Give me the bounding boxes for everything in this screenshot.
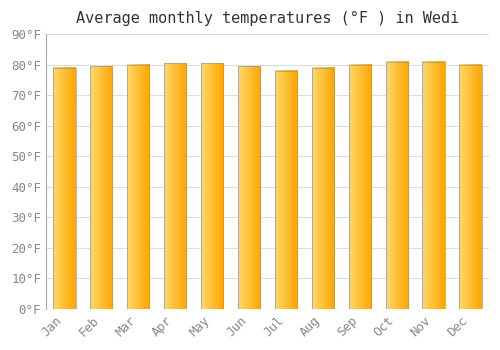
Bar <box>127 65 150 309</box>
Bar <box>422 62 444 309</box>
Bar <box>275 71 297 309</box>
Bar <box>201 63 223 309</box>
Bar <box>90 66 112 309</box>
Bar <box>460 65 481 309</box>
Bar <box>386 62 407 309</box>
Bar <box>164 63 186 309</box>
Bar <box>238 66 260 309</box>
Bar <box>312 68 334 309</box>
Bar <box>54 68 76 309</box>
Title: Average monthly temperatures (°F ) in Wedi: Average monthly temperatures (°F ) in We… <box>76 11 459 26</box>
Bar <box>348 65 371 309</box>
